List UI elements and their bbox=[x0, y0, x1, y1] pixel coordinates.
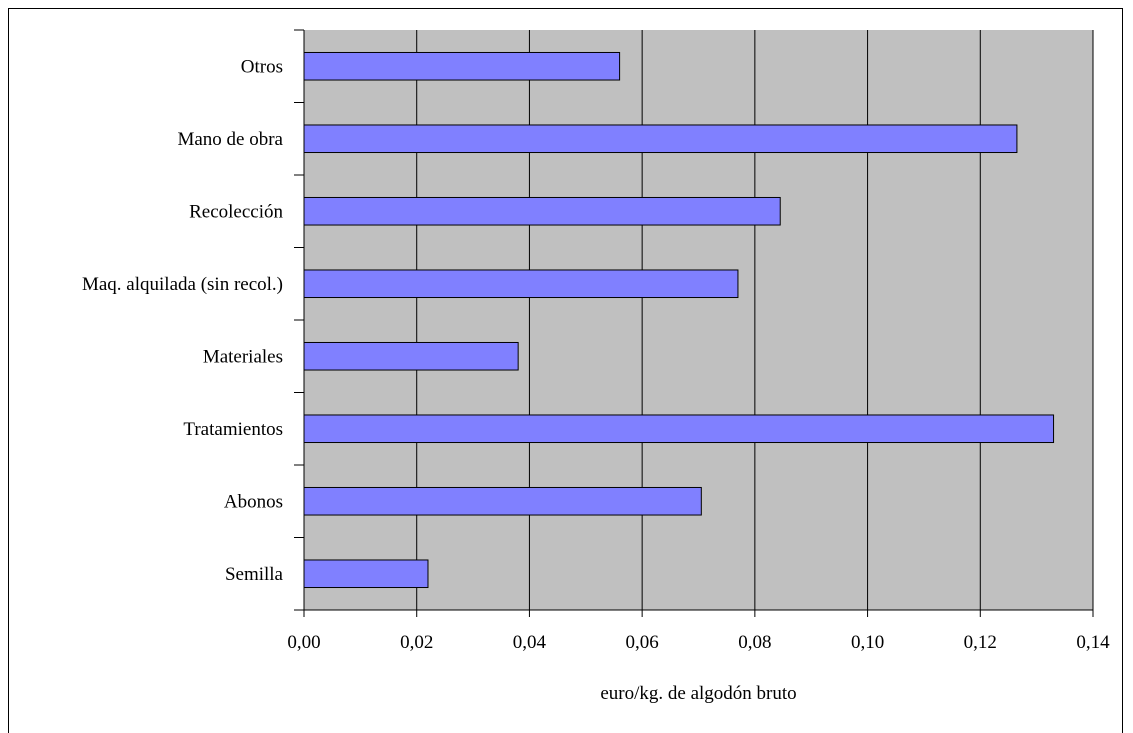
bar bbox=[303, 414, 1055, 444]
x-tick-label: 0,10 bbox=[851, 632, 884, 653]
x-axis-title: euro/kg. de algodón bruto bbox=[600, 683, 796, 704]
category-label: Otros bbox=[241, 56, 283, 77]
category-labels: Semilla Abonos Tratamientos Materiales Maq. … bbox=[82, 56, 284, 585]
chart-frame bbox=[8, 8, 1123, 733]
category-label: Mano de obra bbox=[177, 129, 283, 150]
x-tick-label: 0,08 bbox=[738, 632, 771, 653]
x-tick-label: 0,04 bbox=[513, 632, 547, 653]
bar bbox=[303, 486, 702, 516]
bar bbox=[303, 559, 429, 589]
bar bbox=[303, 341, 519, 371]
bar bbox=[303, 196, 781, 226]
x-tick-label: 0,14 bbox=[1076, 632, 1110, 653]
bars bbox=[303, 51, 1055, 589]
bar bbox=[303, 124, 1018, 154]
axes bbox=[294, 29, 1094, 617]
category-label: Abonos bbox=[224, 491, 283, 512]
x-tick-label: 0,06 bbox=[626, 632, 659, 653]
plot-area bbox=[304, 30, 1093, 610]
category-label: Tratamientos bbox=[183, 419, 283, 440]
x-tick-label: 0,02 bbox=[400, 632, 433, 653]
bar bbox=[303, 269, 739, 299]
category-label: Maq. alquilada (sin recol.) bbox=[82, 274, 283, 295]
category-label: Materiales bbox=[203, 346, 283, 367]
x-tick-label: 0,00 bbox=[287, 632, 320, 653]
x-tick-labels: 0,00 0,02 0,04 0,06 0,08 0,10 0,12 0,14 bbox=[287, 632, 1110, 653]
x-tick-label: 0,12 bbox=[964, 632, 997, 653]
bar bbox=[303, 51, 621, 81]
category-label: Semilla bbox=[225, 564, 284, 585]
category-label: Recolección bbox=[189, 201, 283, 222]
